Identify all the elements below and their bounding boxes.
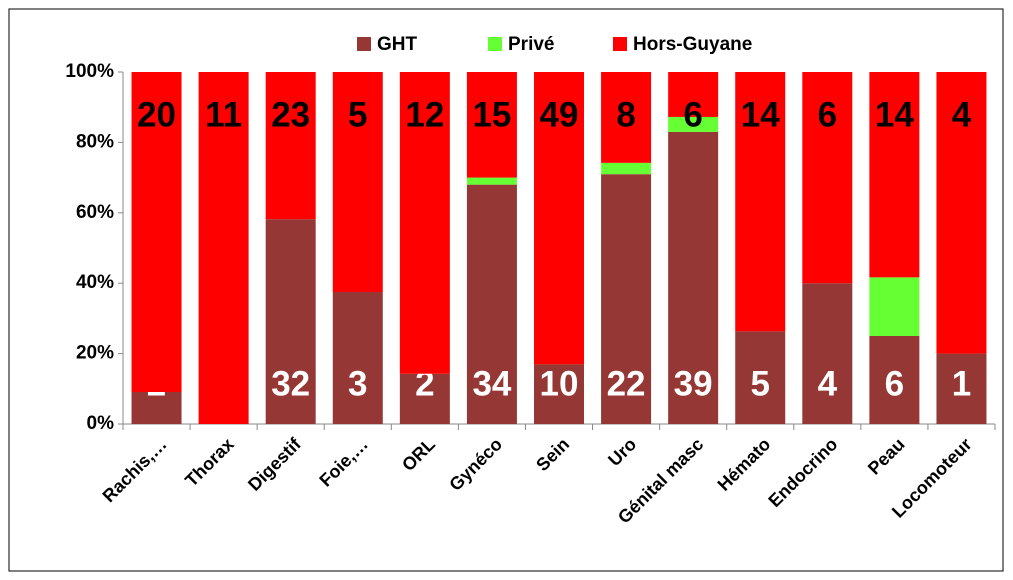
y-tick-label: 100% <box>65 61 114 82</box>
data-label: 6 <box>683 95 702 134</box>
data-label: 39 <box>674 364 713 403</box>
bar-segment <box>802 72 853 284</box>
bar-segment <box>869 72 920 278</box>
data-label: 5 <box>750 364 769 403</box>
bar-segment <box>265 219 316 424</box>
data-label: 22 <box>607 364 646 403</box>
bar-segment <box>332 292 383 424</box>
y-tick-label: 40% <box>76 272 114 293</box>
bar-segment <box>265 72 316 220</box>
bar-segment <box>601 72 652 163</box>
y-tick-label: 0% <box>87 413 115 434</box>
data-label: 12 <box>405 95 444 134</box>
data-label: 8 <box>616 95 635 134</box>
data-label: 4 <box>818 364 838 403</box>
bar-segment <box>131 72 182 392</box>
data-label: 4 <box>952 95 972 134</box>
bar-segment <box>399 72 450 374</box>
bar-segment <box>735 331 786 424</box>
y-tick-label: 80% <box>76 131 114 152</box>
data-label: 49 <box>540 95 579 134</box>
legend-swatch <box>357 37 371 51</box>
data-label: 14 <box>741 95 780 134</box>
bar-segment <box>869 277 920 336</box>
bar-segment <box>869 336 920 424</box>
legend-swatch <box>613 37 627 51</box>
y-tick-label: 60% <box>76 202 114 223</box>
bar-segment <box>936 353 987 424</box>
data-label: 6 <box>885 364 904 403</box>
legend-swatch <box>488 37 502 51</box>
bar-segment <box>601 162 652 175</box>
data-label: 6 <box>818 95 837 134</box>
bar-segment <box>668 72 719 117</box>
data-label: 32 <box>271 364 310 403</box>
bar-segment <box>131 392 182 424</box>
bar-segment <box>466 72 517 178</box>
legend-label: Privé <box>508 34 554 55</box>
legend-label: Hors-Guyane <box>633 34 752 55</box>
bar-segment <box>198 72 249 424</box>
data-label: 20 <box>137 95 176 134</box>
y-tick-label: 20% <box>76 343 114 364</box>
data-label: 1 <box>952 364 971 403</box>
bar-segment <box>466 177 517 185</box>
bar-segment <box>735 72 786 332</box>
data-label: 14 <box>875 95 914 134</box>
bar-segment <box>399 373 450 424</box>
data-label: 10 <box>540 364 579 403</box>
bar-segment <box>534 364 584 424</box>
bar-segment <box>668 131 719 424</box>
legend-label: GHT <box>377 34 418 55</box>
data-label: 11 <box>205 95 242 134</box>
bar-segment <box>534 72 584 365</box>
data-label: 2 <box>415 364 434 403</box>
data-label: 23 <box>271 95 310 134</box>
bar-segment <box>802 283 853 424</box>
data-label: 34 <box>472 364 511 403</box>
bar-segment <box>332 72 383 292</box>
bar-segment <box>466 184 517 424</box>
data-label: 5 <box>348 95 367 134</box>
data-label: 3 <box>348 364 367 403</box>
bar-segment <box>668 116 719 132</box>
data-label: 15 <box>472 95 511 134</box>
bar-segment <box>601 174 652 424</box>
bar-segment <box>936 72 987 354</box>
